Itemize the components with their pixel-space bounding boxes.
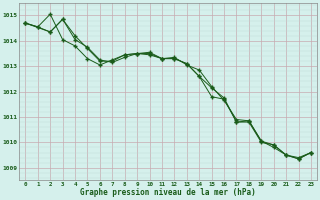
- X-axis label: Graphe pression niveau de la mer (hPa): Graphe pression niveau de la mer (hPa): [80, 188, 256, 197]
